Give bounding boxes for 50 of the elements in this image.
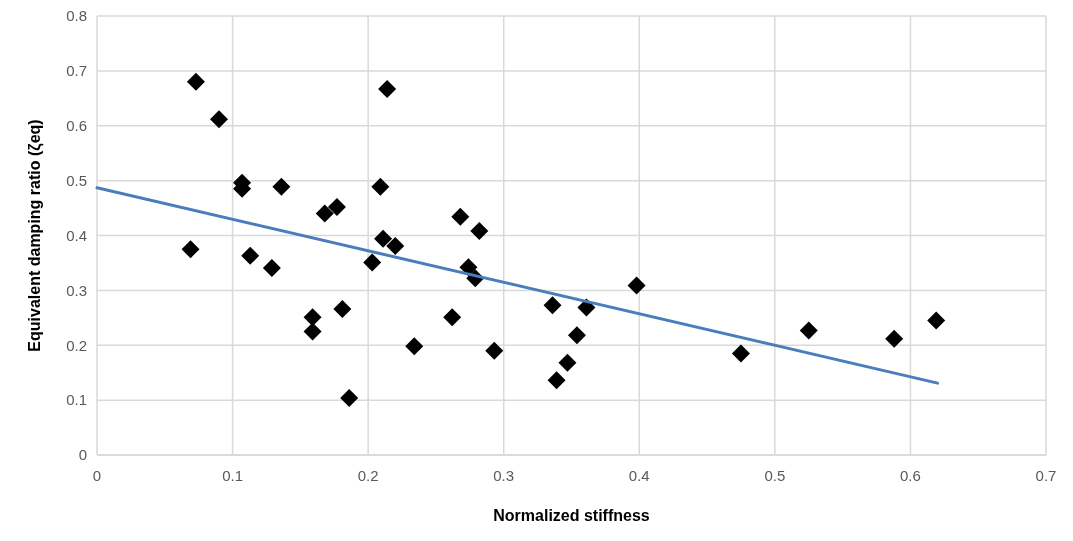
x-tick-label: 0 [92, 467, 102, 484]
point [558, 353, 577, 372]
x-tick-label: 0.1 [222, 467, 243, 484]
point [451, 207, 470, 226]
point [405, 337, 424, 356]
point [443, 308, 462, 327]
point [363, 253, 382, 272]
x-tick-label: 0.7 [1035, 467, 1057, 484]
point [547, 371, 566, 390]
x-tick-label: 0.3 [493, 467, 515, 484]
y-tick-label: 0 [78, 446, 87, 464]
point [885, 329, 904, 348]
y-tick-label: 0.3 [66, 281, 87, 299]
y-tick-label: 0.1 [66, 391, 87, 409]
y-axis-title: Equivalent damping ratio (ζeq) [26, 119, 44, 352]
point [340, 388, 359, 407]
point [181, 240, 200, 259]
point [210, 110, 229, 129]
point [731, 344, 750, 363]
x-tick-label: 0.4 [628, 467, 650, 484]
point [262, 258, 281, 277]
point [543, 296, 562, 315]
point [627, 276, 646, 295]
x-tick-label: 0.2 [357, 467, 379, 484]
y-tick-label: 0.7 [66, 62, 87, 80]
point [567, 326, 586, 345]
point [386, 236, 405, 255]
y-tick-label: 0.2 [66, 336, 87, 354]
point [272, 177, 291, 196]
point [485, 341, 504, 360]
point [333, 300, 352, 319]
point [371, 177, 390, 196]
y-tick-label: 0.4 [66, 226, 87, 244]
point [303, 308, 322, 327]
point [374, 229, 393, 248]
x-tick-label: 0.5 [764, 467, 786, 484]
x-axis-title: Normalized stiffness [493, 507, 650, 524]
point [327, 197, 346, 216]
point [186, 72, 205, 91]
point [927, 311, 946, 330]
y-tick-label: 0.6 [66, 117, 87, 134]
point [303, 322, 322, 341]
point [378, 79, 397, 98]
x-tick-label: 0.6 [900, 467, 921, 484]
y-tick-label: 0.5 [66, 171, 87, 189]
y-tick-label: 0.8 [66, 7, 87, 25]
point [470, 222, 489, 241]
point [315, 204, 334, 223]
point [241, 246, 260, 265]
point [799, 321, 818, 340]
